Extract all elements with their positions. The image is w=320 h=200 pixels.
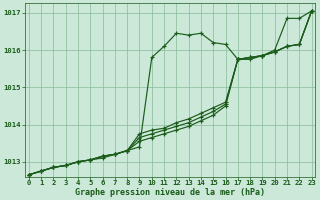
X-axis label: Graphe pression niveau de la mer (hPa): Graphe pression niveau de la mer (hPa) xyxy=(75,188,265,197)
